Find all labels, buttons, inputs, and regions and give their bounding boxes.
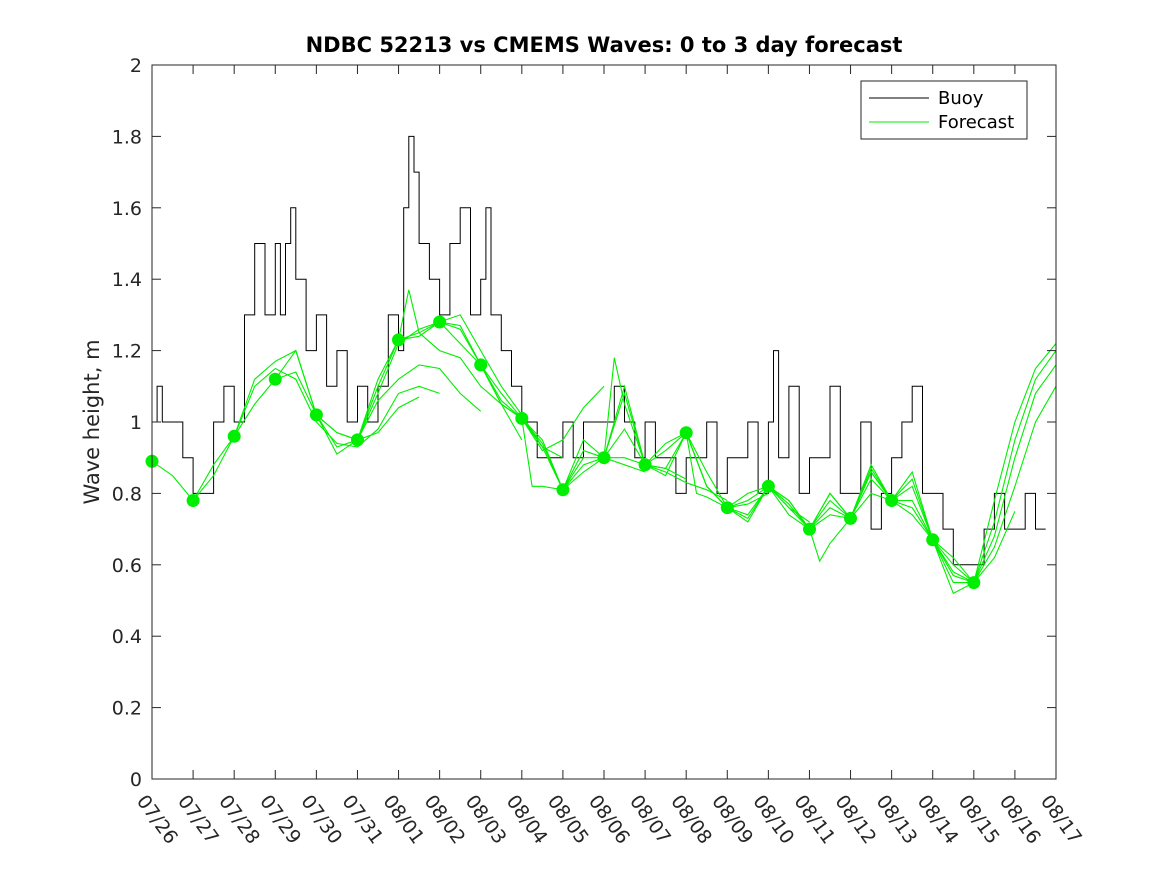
forecast-line-18 <box>849 364 1057 595</box>
forecast-marker-6 <box>351 433 364 447</box>
forecast-marker-15 <box>720 501 734 515</box>
forecast-marker-11 <box>556 483 570 497</box>
y-tick-label-10: 2 <box>130 55 142 77</box>
forecast-marker-14 <box>679 426 693 440</box>
y-tick-label-2: 0.4 <box>112 626 142 648</box>
legend: Buoy Forecast <box>860 80 1028 140</box>
forecast-marker-17 <box>803 522 816 536</box>
forecast-marker-8 <box>433 315 447 329</box>
y-tick-label-7: 1.4 <box>112 269 142 291</box>
forecast-marker-7 <box>392 333 405 347</box>
forecast-marker-13 <box>638 458 652 472</box>
y-tick-label-9: 1.8 <box>112 126 142 148</box>
legend-forecast-label: Forecast <box>938 112 1014 133</box>
forecast-marker-20 <box>926 533 940 547</box>
forecast-marker-3 <box>227 429 241 443</box>
forecast-line-4 <box>274 289 523 455</box>
forecast-marker-19 <box>885 494 899 507</box>
y-tick-label-3: 0.6 <box>112 555 142 577</box>
forecast-marker-9 <box>474 358 488 372</box>
legend-box <box>860 80 1028 140</box>
forecast-marker-4 <box>268 372 282 386</box>
y-tick-label-8: 1.6 <box>112 198 142 220</box>
y-tick-label-5: 1 <box>130 412 142 434</box>
y-tick-label-4: 0.8 <box>112 483 142 505</box>
chart-title: NDBC 52213 vs CMEMS Waves: 0 to 3 day fo… <box>306 33 903 57</box>
y-tick-label-6: 1.2 <box>112 341 142 363</box>
forecast-marker-2 <box>186 494 200 507</box>
forecast-marker-18 <box>844 511 857 525</box>
y-tick-label-1: 0.2 <box>112 698 142 720</box>
forecast-marker-5 <box>309 408 323 422</box>
y-axis: 0 0.2 0.4 0.6 0.8 1 1.2 1.4 1.6 1.8 2 <box>112 55 1056 791</box>
forecast-line-20 <box>932 343 1057 584</box>
forecast-marker-12 <box>597 451 611 465</box>
forecast-marker-16 <box>761 479 775 493</box>
legend-buoy-label: Buoy <box>938 88 984 109</box>
y-tick-label-0: 0 <box>130 769 142 791</box>
y-axis-label: Wave height, m <box>80 339 104 504</box>
plot-series <box>145 135 1057 595</box>
forecast-marker-21 <box>967 576 981 590</box>
forecast-marker-10 <box>515 411 529 425</box>
buoy-series-line <box>152 135 1046 566</box>
